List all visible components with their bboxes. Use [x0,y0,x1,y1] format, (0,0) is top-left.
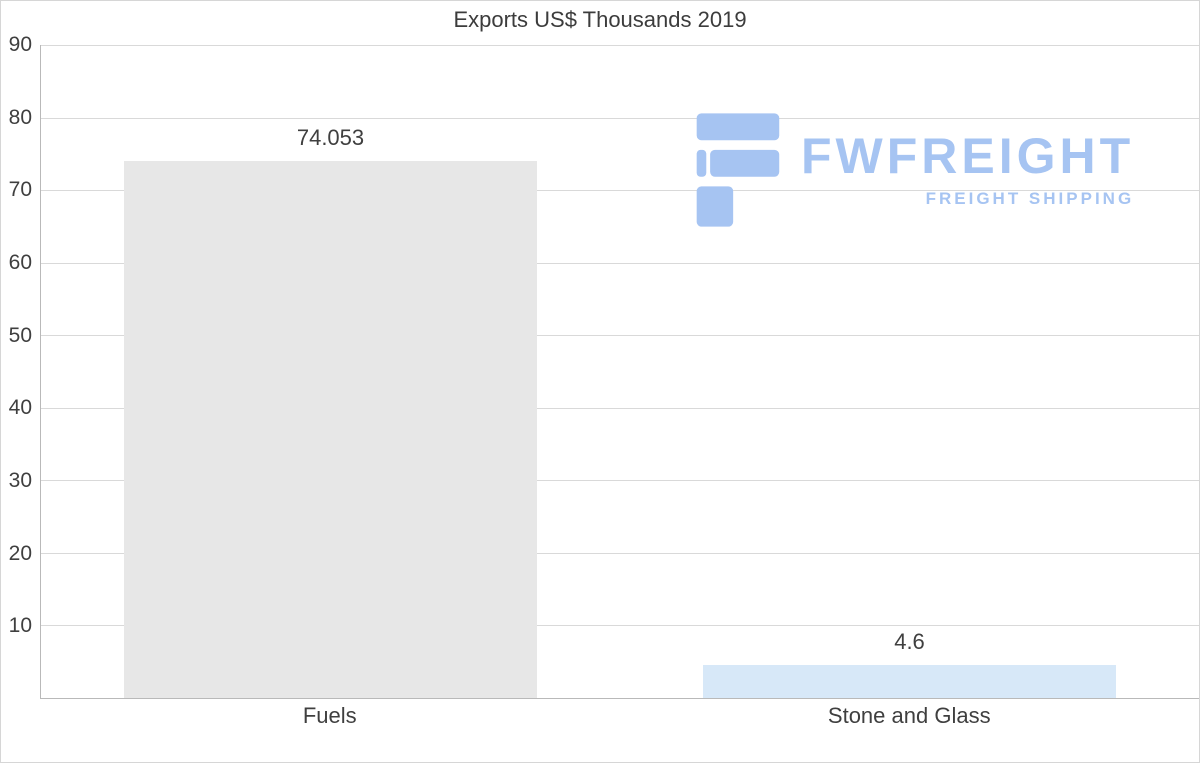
bar-value-label: 74.053 [296,124,365,150]
gridline [41,190,1199,192]
bar-fuels [123,160,538,698]
bar-cell: 4.6 [620,45,1199,698]
gridline [41,625,1199,627]
bar-stone-and-glass [702,664,1117,698]
y-tick-label: 20 [8,541,32,565]
watermark-text: FWFREIGHT FREIGHT SHIPPING [801,131,1134,209]
gridline [41,335,1199,337]
bar-series: 74.053 4.6 [41,45,1199,698]
y-tick-label: 70 [8,178,32,202]
gridline [41,552,1199,554]
x-axis: Fuels Stone and Glass [40,703,1199,737]
watermark-logo: FWFREIGHT FREIGHT SHIPPING [689,111,1134,229]
chart-title: Exports US$ Thousands 2019 [453,7,747,32]
y-tick-label: 40 [8,396,32,420]
y-tick-label: 60 [8,251,32,274]
x-tick-label: Fuels [302,703,357,728]
y-tick-label: 90 [8,33,32,56]
gridline [41,407,1199,409]
y-tick-label: 50 [8,323,32,347]
brand-name: FWFREIGHT [801,128,1135,184]
y-tick-label: 10 [8,614,32,638]
gridline [41,480,1199,482]
plot-area: 74.053 4.6 FWFREIGHT FREIGHT SHIPPING [40,45,1199,699]
fwfreight-logo-icon [696,113,780,227]
brand-tagline: FREIGHT SHIPPING [925,189,1135,208]
gridline [41,262,1199,264]
gridline [41,117,1199,119]
y-tick-label: 30 [8,469,32,492]
bar-value-label: 4.6 [894,628,925,654]
gridline [41,45,1199,46]
x-tick-label: Stone and Glass [827,703,991,728]
y-tick-label: 80 [8,105,32,129]
y-axis: 90 80 70 60 50 40 30 20 10 [1,33,40,699]
bar-cell: 74.053 [41,45,620,698]
